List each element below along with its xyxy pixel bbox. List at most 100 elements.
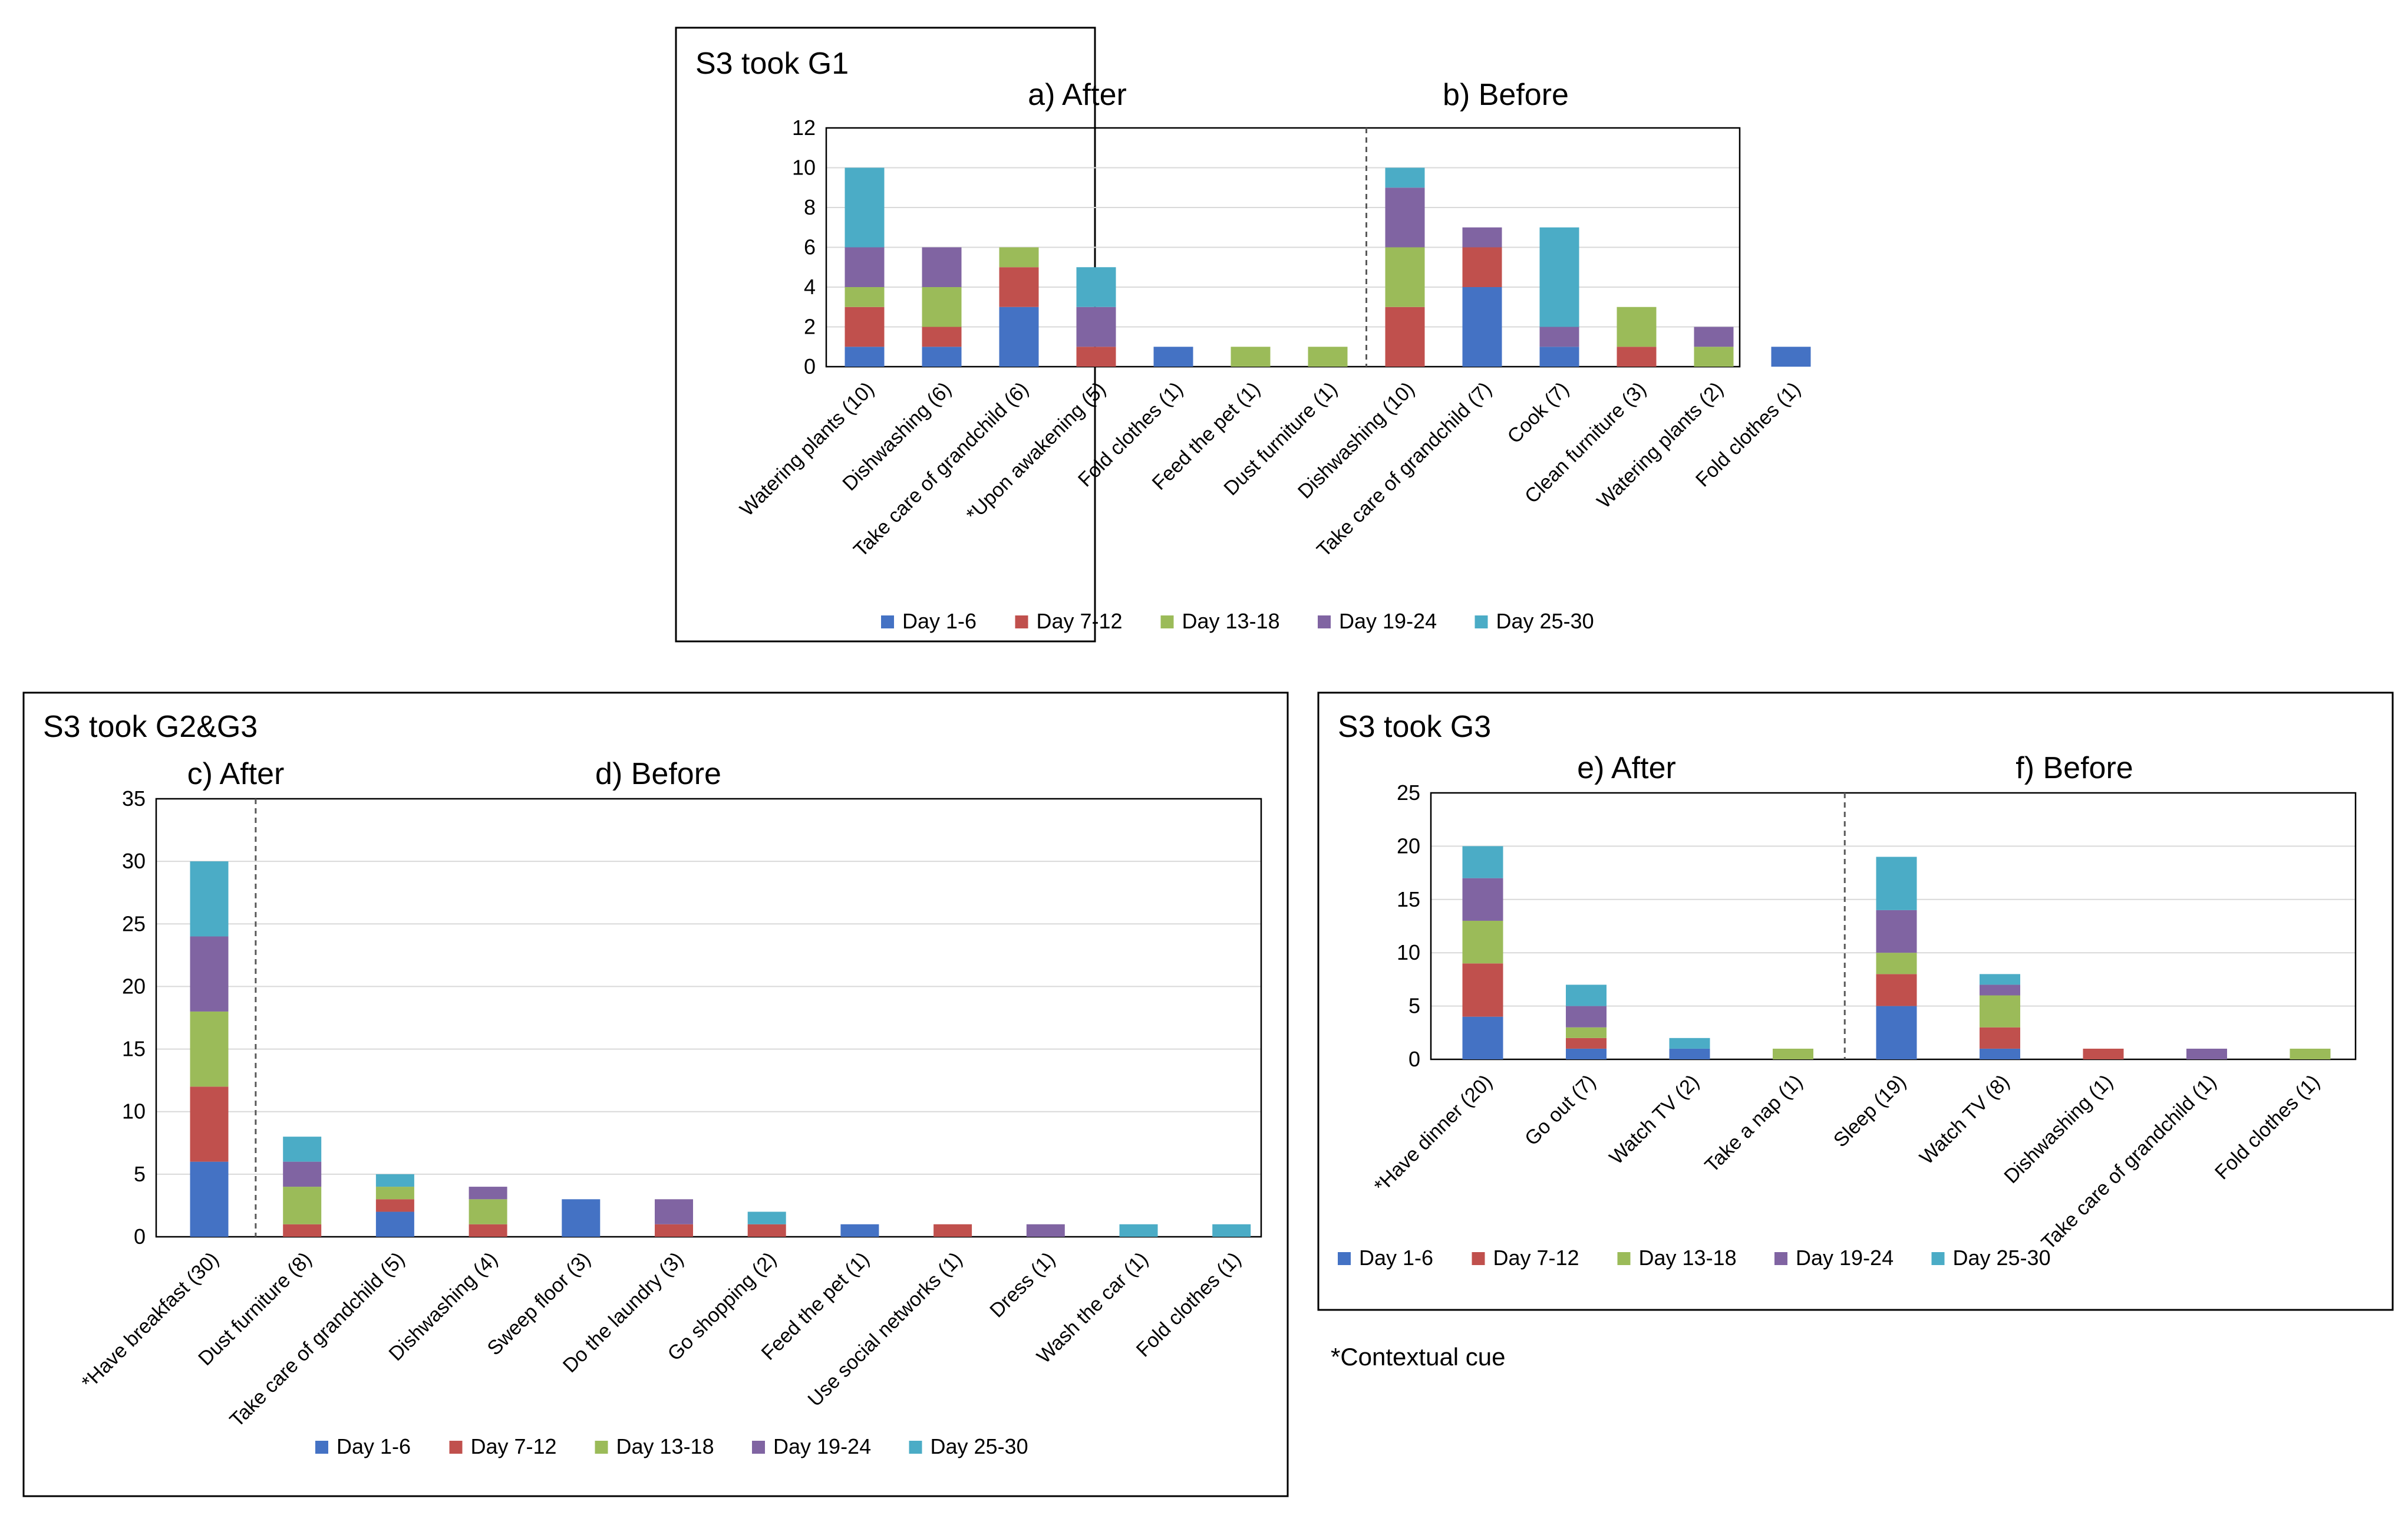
bar-segment [1385, 247, 1425, 307]
category-label: Watch TV (8) [1915, 1071, 2014, 1169]
bar-segment [922, 327, 962, 347]
y-tick-label: 5 [134, 1162, 146, 1186]
section-label-1: e) After [1577, 751, 1676, 785]
bar-segment [2083, 1048, 2124, 1059]
bar-segment [1462, 247, 1502, 287]
bar-segment [1308, 347, 1348, 367]
y-tick-label: 0 [804, 354, 816, 378]
bar-segment [845, 347, 885, 367]
legend-swatch [909, 1441, 922, 1454]
bar-segment [1076, 347, 1116, 367]
bar-segment [922, 287, 962, 327]
bar-segment [190, 1011, 229, 1087]
bar-segment [1231, 347, 1271, 367]
legend-label: Day 13-18 [1639, 1246, 1737, 1270]
bar-segment [1617, 347, 1657, 367]
bar-segment [1773, 1048, 1813, 1059]
legend-swatch [1931, 1252, 1945, 1265]
bar-segment [190, 1161, 229, 1237]
legend-label: Day 7-12 [1493, 1246, 1579, 1270]
y-tick-label: 12 [792, 116, 816, 140]
legend-swatch [449, 1441, 463, 1454]
bar-segment [1212, 1224, 1251, 1237]
panel-title: S3 took G1 [695, 47, 849, 81]
y-tick-label: 0 [1408, 1047, 1420, 1071]
legend-label: Day 25-30 [931, 1434, 1028, 1458]
bar-segment [655, 1224, 693, 1237]
bar-segment [1462, 1016, 1503, 1059]
y-tick-label: 8 [804, 195, 816, 219]
y-tick-label: 10 [1397, 940, 1420, 964]
bar-segment [1771, 347, 1811, 367]
legend-swatch [1617, 1252, 1631, 1265]
bar-segment [999, 267, 1039, 307]
legend-label: Day 7-12 [471, 1434, 557, 1458]
legend-swatch [1015, 615, 1028, 628]
category-label: Take care of grandchild (1) [2037, 1071, 2221, 1254]
legend-label: Day 19-24 [773, 1434, 871, 1458]
bar-segment [2186, 1048, 2227, 1059]
y-tick-label: 10 [792, 156, 816, 180]
bar-segment [1539, 347, 1579, 367]
bar-segment [375, 1199, 414, 1212]
y-tick-label: 25 [122, 911, 146, 936]
chart-panel-1: S3 took G1 a) After b) Before 0 2 4 6 8 10 12 Wate… [675, 27, 1811, 643]
y-tick-label: 20 [1397, 834, 1420, 858]
legend-label: Day 13-18 [1182, 609, 1280, 633]
bar-segment [1876, 974, 1917, 1006]
bar-segment [375, 1211, 414, 1237]
bar-segment [1385, 167, 1425, 188]
legend-label: Day 7-12 [1037, 609, 1123, 633]
bar-segment [1462, 846, 1503, 878]
section-label-1: c) After [187, 757, 285, 791]
category-label: *Upon awakening (5) [962, 378, 1110, 526]
section-label-2: f) Before [2016, 751, 2133, 785]
bar-segment [1566, 1048, 1607, 1059]
legend-label: Day 1-6 [1359, 1246, 1433, 1270]
bar-segment [1539, 327, 1579, 347]
bar-segment [845, 287, 885, 307]
bar-segment [1980, 995, 2020, 1028]
plot-area [155, 798, 1262, 1238]
category-label: Take a nap (1) [1701, 1071, 1807, 1177]
category-label: Use social networks (1) [804, 1248, 967, 1411]
bar-segment [375, 1174, 414, 1187]
bar-segment [1566, 1038, 1607, 1049]
legend: Day 1-6 Day 7-12 Day 13-18 Day 19-24 Day 25-… [881, 609, 1594, 633]
legend-label: Day 13-18 [616, 1434, 714, 1458]
legend-swatch [1472, 1252, 1485, 1265]
y-tick-label: 15 [1397, 887, 1420, 911]
bar-segment [845, 247, 885, 287]
bar-segment [1539, 227, 1579, 327]
section-label-1: a) After [1028, 78, 1127, 112]
bar-segment [1566, 984, 1607, 1006]
category-label: *Have dinner (20) [1370, 1071, 1496, 1197]
bar-segment [190, 1086, 229, 1162]
bar-segment [999, 247, 1039, 268]
bar-segment [190, 861, 229, 937]
bar-segment [999, 307, 1039, 367]
legend-swatch [1774, 1252, 1787, 1265]
bar-segment [1462, 287, 1502, 367]
category-label: *Have breakfast (30) [77, 1248, 223, 1394]
category-label: Watch TV (2) [1605, 1071, 1704, 1169]
y-tick-label: 0 [134, 1224, 146, 1249]
bar-segment [933, 1224, 972, 1237]
bar-segment [1462, 963, 1503, 1017]
bar-segment [922, 247, 962, 287]
legend-label: Day 19-24 [1796, 1246, 1894, 1270]
bar-segment [469, 1224, 507, 1237]
bar-segment [845, 307, 885, 347]
bar-segment [1980, 984, 2020, 996]
bar-segment [840, 1224, 879, 1237]
section-label-2: d) Before [595, 757, 721, 791]
category-label: Fold clothes (1) [2211, 1071, 2324, 1184]
category-label: Take care of grandchild (5) [226, 1248, 410, 1432]
chart-panel-3: S3 took G3 e) After f) Before 0 5 10 15 20 25 *Ha… [1317, 691, 2394, 1311]
bar-segment [562, 1199, 601, 1237]
bar-segment [845, 167, 885, 248]
category-label: Dress (1) [985, 1248, 1060, 1322]
bar-segment [2290, 1048, 2331, 1059]
bar-segment [1876, 910, 1917, 953]
